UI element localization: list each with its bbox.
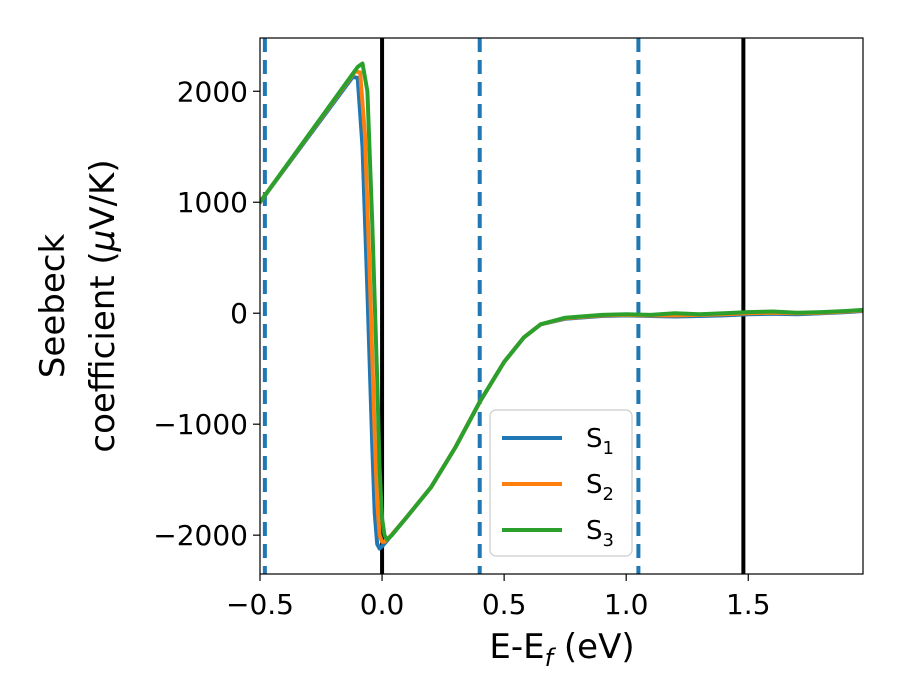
y-tick-label: 2000 bbox=[177, 75, 248, 108]
y-axis: −2000 −1000 0 1000 2000 bbox=[153, 75, 260, 552]
x-tick-label: 0.5 bbox=[482, 588, 527, 621]
legend: S1 S2 S3 bbox=[489, 409, 633, 557]
series-line-s3 bbox=[260, 61, 863, 542]
y-tick-label: −2000 bbox=[153, 519, 248, 552]
legend-label-s2: S2 bbox=[586, 470, 614, 505]
y-tick-label: 0 bbox=[230, 297, 248, 330]
x-axis: −0.5 0.0 0.5 1.0 1.5 bbox=[226, 574, 771, 621]
plot-frame bbox=[259, 37, 864, 575]
reference-lines bbox=[262, 38, 746, 574]
y-tick-label: 1000 bbox=[177, 186, 248, 219]
x-tick-label: −0.5 bbox=[226, 588, 294, 621]
x-tick-label: 1.5 bbox=[726, 588, 771, 621]
legend-label-s3: S3 bbox=[586, 516, 614, 551]
x-axis-label: E-Ef (eV) bbox=[489, 627, 634, 672]
y-axis-label: Seebeck coefficient (μV/K) bbox=[33, 159, 123, 452]
x-tick-label: 1.0 bbox=[604, 588, 649, 621]
y-tick-label: −1000 bbox=[153, 408, 248, 441]
y-axis-label-line2: coefficient (μV/K) bbox=[83, 159, 123, 452]
legend-label-s1: S1 bbox=[586, 424, 614, 459]
series-lines bbox=[260, 61, 863, 551]
y-axis-label-line1: Seebeck bbox=[33, 234, 73, 379]
x-tick-label: 0.0 bbox=[360, 588, 405, 621]
